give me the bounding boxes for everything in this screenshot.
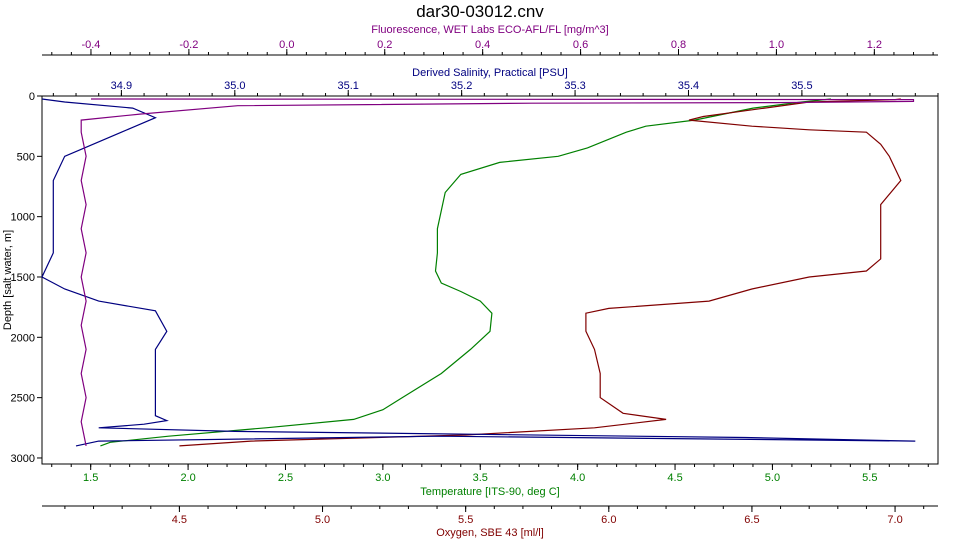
- fluor-tick-label: 1.0: [769, 39, 784, 51]
- y-tick-label: 3000: [11, 453, 35, 465]
- sal-tick-label: 35.0: [224, 80, 245, 92]
- oxy-tick-label: 6.0: [601, 514, 616, 526]
- temp-tick-label: 4.5: [667, 472, 682, 484]
- temp-tick-label: 5.5: [862, 472, 877, 484]
- y-tick-label: 1000: [11, 212, 35, 224]
- oxy-series-line: [179, 98, 902, 447]
- oxy-axis-label: Oxygen, SBE 43 [ml/l]: [436, 527, 544, 539]
- fluor-tick-label: 0.6: [573, 39, 588, 51]
- sal-series-line: [41, 98, 916, 447]
- sal-tick-label: 34.9: [111, 80, 132, 92]
- plot-frame: [41, 95, 939, 465]
- temp-tick-label: 3.0: [375, 472, 390, 484]
- oxy-tick-label: 5.0: [315, 514, 330, 526]
- y-axis-label: Depth [salt water, m]: [2, 230, 14, 330]
- oxy-tick-label: 6.5: [744, 514, 759, 526]
- fluor-tick-label: -0.2: [179, 39, 198, 51]
- fluor-tick-label: 0.8: [671, 39, 686, 51]
- sal-tick-label: 35.4: [678, 80, 699, 92]
- temp-tick-label: 2.0: [180, 472, 195, 484]
- fluor-tick-label: -0.4: [81, 39, 100, 51]
- fluor-tick-label: 0.2: [377, 39, 392, 51]
- fluor-axis-label: Fluorescence, WET Labs ECO-AFL/FL [mg/m^…: [371, 24, 608, 36]
- y-tick-label: 500: [17, 151, 35, 163]
- temp-tick-label: 5.0: [765, 472, 780, 484]
- temp-series-line: [100, 98, 831, 447]
- y-tick-label: 2500: [11, 393, 35, 405]
- fluor-series-line: [80, 98, 915, 447]
- y-tick-label: 1500: [11, 272, 35, 284]
- oxy-tick-label: 5.5: [458, 514, 473, 526]
- series-layer: [41, 98, 916, 447]
- temp-axis-label: Temperature [ITS-90, deg C]: [420, 486, 559, 498]
- y-tick-label: 0: [29, 91, 35, 103]
- temp-tick-label: 1.5: [83, 472, 98, 484]
- sal-tick-label: 35.1: [338, 80, 359, 92]
- temp-tick-label: 4.0: [570, 472, 585, 484]
- temp-tick-label: 3.5: [473, 472, 488, 484]
- fluor-tick-label: 1.2: [867, 39, 882, 51]
- y-tick-label: 2000: [11, 332, 35, 344]
- fluor-tick-label: 0.4: [475, 39, 490, 51]
- oxy-tick-label: 7.0: [887, 514, 902, 526]
- chart-title: dar30-03012.cnv: [416, 2, 544, 21]
- sal-tick-label: 35.2: [451, 80, 472, 92]
- temp-tick-label: 2.5: [278, 472, 293, 484]
- sal-tick-label: 35.3: [564, 80, 585, 92]
- sal-tick-label: 35.5: [791, 80, 812, 92]
- axes-layer: 0 500 1000 1500 2000 2500 3000 Depth [salt wate…: [2, 24, 939, 539]
- oxy-tick-label: 4.5: [172, 514, 187, 526]
- sal-axis-label: Derived Salinity, Practical [PSU]: [412, 67, 568, 79]
- fluor-tick-label: 0.0: [279, 39, 294, 51]
